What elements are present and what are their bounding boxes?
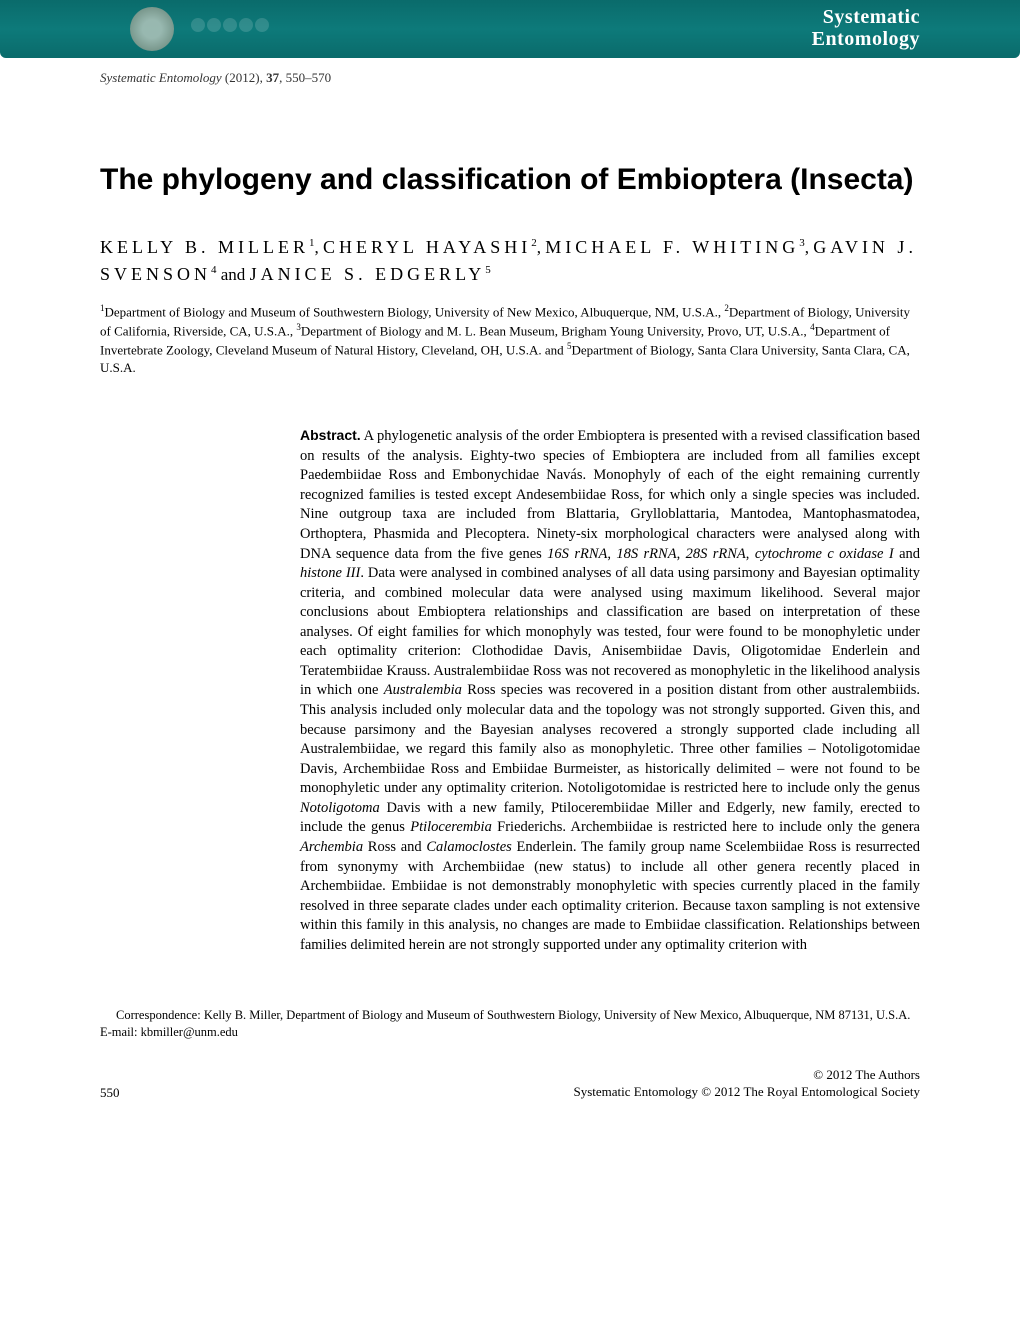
journal-banner: Systematic Entomology — [0, 0, 1020, 58]
article-title: The phylogeny and classification of Embi… — [100, 162, 920, 198]
author-5: JANICE S. EDGERLY — [250, 264, 486, 284]
genus-australembia: Australembia — [384, 682, 462, 698]
author-5-aff: 5 — [485, 264, 491, 276]
page-footer: 550 © 2012 The Authors Systematic Entomo… — [100, 1067, 920, 1101]
author-list: KELLY B. MILLER1, CHERYL HAYASHI2, MICHA… — [100, 234, 920, 288]
copyright-line-1: © 2012 The Authors — [573, 1067, 920, 1084]
gene-16s: 16S rRNA — [547, 546, 607, 562]
genus-calamoclostes: Calamoclostes — [426, 839, 511, 855]
genus-ptilocerembia: Ptilocerembia — [410, 819, 492, 835]
copyright-block: © 2012 The Authors Systematic Entomology… — [573, 1067, 920, 1101]
genus-notoligotoma: Notoligotoma — [300, 800, 380, 816]
journal-name: Systematic Entomology — [812, 6, 920, 50]
affiliations: 1Department of Biology and Museum of Sou… — [100, 302, 920, 376]
gene-18s: 18S rRNA — [616, 546, 676, 562]
author-and: and — [217, 265, 250, 284]
banner-decoration — [190, 18, 280, 46]
abstract-label: Abstract. — [300, 427, 361, 443]
abstract-text-3: Ross species was recovered in a position… — [300, 682, 920, 796]
journal-name-line1: Systematic — [812, 6, 920, 28]
correspondence: Correspondence: Kelly B. Miller, Departm… — [100, 1007, 920, 1041]
abstract-text-7: Enderlein. The family group name Scelemb… — [300, 839, 920, 953]
abstract-text-5: Friederichs. Archembiidae is restricted … — [492, 819, 920, 835]
author-2: CHERYL HAYASHI — [323, 237, 531, 257]
citation-pages: , 550–570 — [279, 70, 331, 85]
affiliation-1: Department of Biology and Museum of Sout… — [105, 304, 725, 319]
journal-name-line2: Entomology — [812, 28, 920, 50]
page-number: 550 — [100, 1085, 120, 1101]
affiliation-3: Department of Biology and M. L. Bean Mus… — [301, 323, 810, 338]
citation-volume: 37 — [266, 70, 279, 85]
citation-journal: Systematic Entomology — [100, 70, 222, 85]
abstract: Abstract. A phylogenetic analysis of the… — [300, 426, 920, 955]
author-3: MICHAEL F. WHITING — [545, 237, 799, 257]
abstract-text-2: . Data were analysed in combined analyse… — [300, 565, 920, 698]
author-1: KELLY B. MILLER — [100, 237, 309, 257]
gene-28s: 28S rRNA — [686, 546, 746, 562]
copyright-line-2: Systematic Entomology © 2012 The Royal E… — [573, 1084, 920, 1101]
society-logo — [130, 7, 174, 51]
gene-h3: histone III — [300, 565, 360, 581]
abstract-text-6: Ross and — [363, 839, 426, 855]
citation-year: (2012), — [225, 70, 263, 85]
citation-line: Systematic Entomology (2012), 37, 550–57… — [100, 70, 1020, 86]
gene-coi: cytochrome c oxidase I — [755, 546, 894, 562]
genus-archembia: Archembia — [300, 839, 363, 855]
abstract-text-1: A phylogenetic analysis of the order Emb… — [300, 428, 920, 561]
